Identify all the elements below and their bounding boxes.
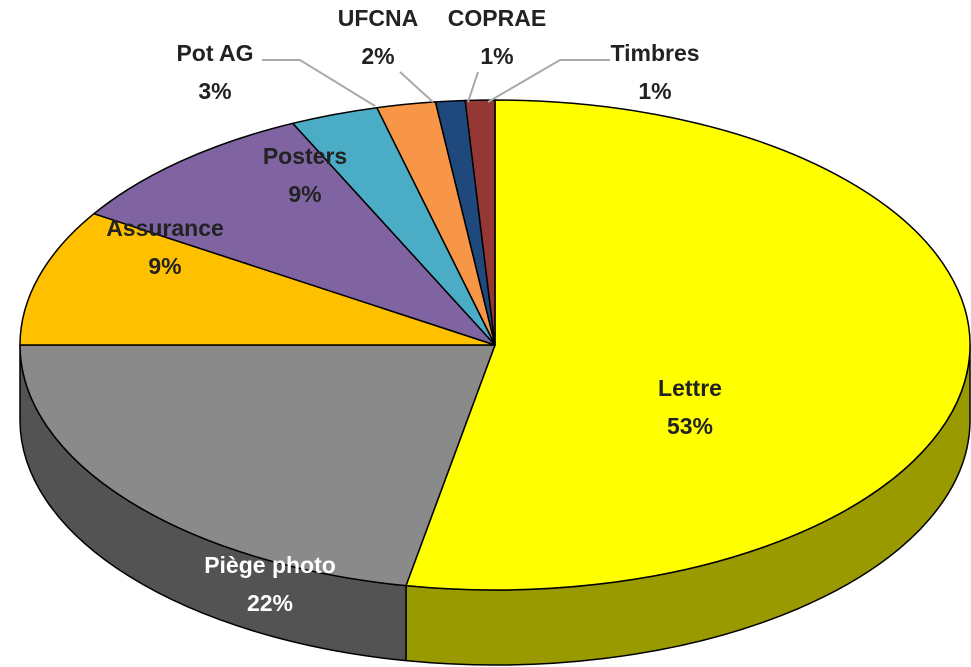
slice-label: Assurance (106, 215, 224, 241)
pie-tops (20, 100, 970, 590)
slice-label: Timbres (610, 40, 699, 66)
leader-line (400, 72, 433, 102)
value-label: 3% (198, 78, 231, 104)
value-label: 9% (148, 253, 181, 279)
slice-label: COPRAE (448, 5, 546, 31)
slice-label: UFCNA (338, 5, 419, 31)
value-label: 9% (288, 181, 321, 207)
slice-label: Posters (263, 143, 347, 169)
chart: Lettre 53% Piège photo 22% Assurance 9% Poster… (0, 0, 971, 667)
slice-label: Pot AG (176, 40, 253, 66)
value-label: 53% (667, 413, 713, 439)
value-label: 1% (638, 78, 671, 104)
value-label: 2% (361, 43, 394, 69)
value-label: 22% (247, 590, 293, 616)
slice-label: Lettre (658, 375, 722, 401)
slice-label: Piège photo (204, 552, 336, 578)
leader-line (468, 72, 478, 102)
value-label: 1% (480, 43, 513, 69)
leader-line (262, 60, 375, 106)
